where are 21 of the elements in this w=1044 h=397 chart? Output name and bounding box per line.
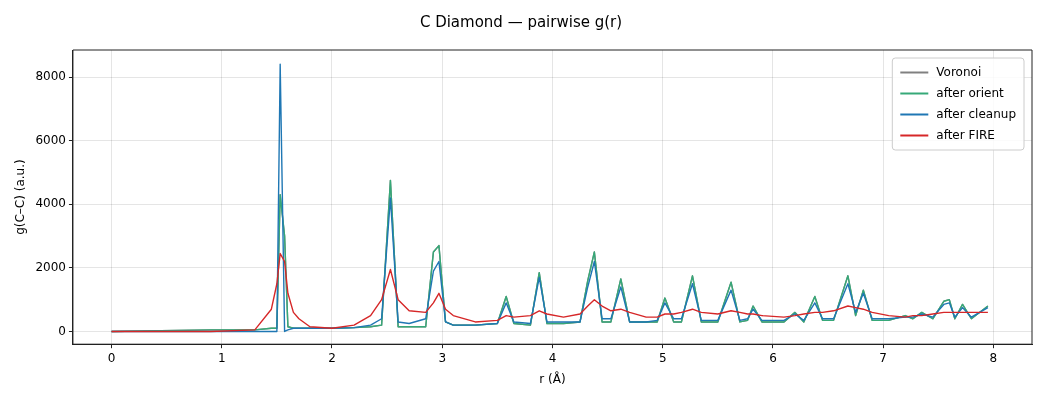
chart-title: C Diamond — pairwise g(r) — [419, 12, 623, 31]
y-tick-label: 2000 — [35, 259, 66, 274]
legend-label: after FIRE — [936, 127, 995, 142]
x-tick-label: 6 — [769, 350, 777, 365]
x-tick-label: 8 — [989, 350, 998, 365]
legend-label: after cleanup — [936, 106, 1016, 121]
legend-label: after orient — [936, 85, 1005, 100]
x-tick-label: 2 — [328, 350, 336, 365]
y-tick-label: 8000 — [35, 69, 66, 84]
x-tick-label: 7 — [879, 350, 887, 365]
legend-label: Voronoi — [936, 64, 982, 79]
x-tick-label: 1 — [217, 350, 226, 365]
y-tick-label: 4000 — [35, 196, 66, 211]
x-axis-title: r (Å) — [539, 370, 566, 386]
x-tick-label: 4 — [548, 350, 557, 365]
y-tick-label: 6000 — [35, 132, 66, 147]
x-tick-label: 5 — [658, 350, 667, 365]
x-tick-label: 0 — [107, 350, 116, 365]
x-tick-label: 3 — [438, 350, 447, 365]
y-tick-label: 0 — [58, 323, 66, 338]
y-axis-title: g(C–C) (a.u.) — [13, 159, 28, 235]
